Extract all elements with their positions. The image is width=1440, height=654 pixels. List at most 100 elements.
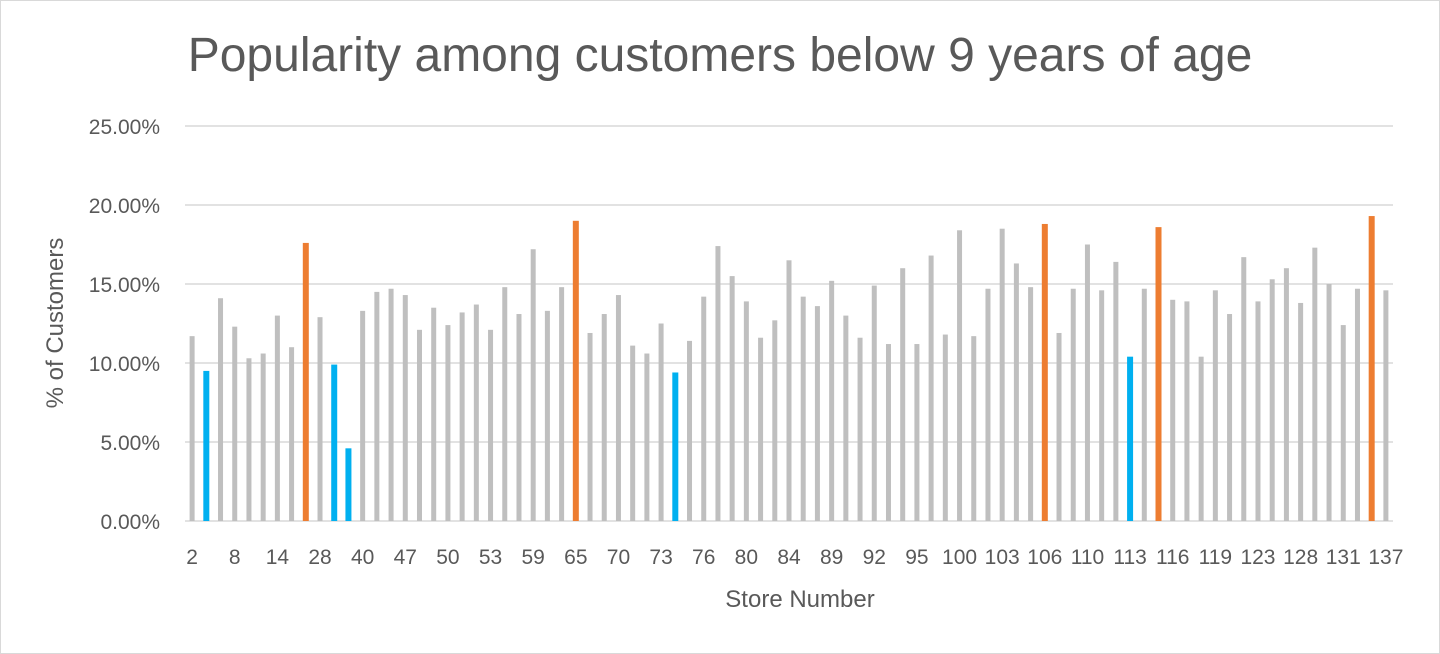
x-tick-label: 95 [905,546,928,569]
bar [971,336,977,521]
bar [445,325,451,521]
bar [658,323,664,521]
bar [1141,288,1147,521]
bar [246,358,252,521]
y-tick-label: 10.00% [89,353,160,376]
bar [942,334,948,521]
y-tick-label: 5.00% [100,432,160,455]
bar [388,288,394,521]
bar [957,230,963,521]
bar [1383,290,1389,521]
bar [317,317,323,521]
y-tick-label: 25.00% [89,116,160,139]
bar [687,340,693,521]
bar [1269,279,1275,521]
bar [1340,325,1346,521]
bar [459,312,465,521]
x-tick-label: 103 [985,546,1020,569]
bar [914,344,920,521]
bar [516,314,522,521]
x-tick-label: 100 [942,546,977,569]
bar [274,315,280,521]
bar [360,310,366,521]
bar [345,448,352,521]
bar [488,329,494,521]
bar [1227,314,1233,521]
bar [985,288,991,521]
bar [772,320,778,521]
y-tick-label: 15.00% [89,274,160,297]
bar [715,246,721,521]
bars [189,216,1389,522]
bar [999,228,1005,521]
x-tick-label: 47 [394,546,417,569]
x-tick-label: 8 [229,546,241,569]
x-tick-label: 110 [1071,546,1104,569]
bar [1056,332,1062,521]
bar [587,332,593,521]
x-tick-label: 80 [735,546,758,569]
bar [530,249,536,522]
bar [1368,216,1375,521]
bar [615,295,621,521]
x-tick-label: 14 [266,546,290,569]
bar [857,337,863,521]
bar [431,307,437,521]
x-tick-labels: 2 8 14 28 40 47 50 53 59 65 70 73 76 80 84 89 92 95 100 103… [186,546,1403,569]
bar [473,304,479,521]
bar [1326,284,1332,521]
bar [1013,263,1019,521]
bar [1113,261,1119,521]
bar [402,295,408,521]
x-tick-label: 113 [1113,546,1146,569]
bar [601,314,607,521]
bar [189,336,195,521]
bar [1198,356,1204,521]
bar [729,276,735,521]
y-tick-labels: 0.00% 5.00% 10.00% 15.00% 20.00% 25.00% [89,116,160,534]
x-tick-label: 106 [1027,546,1062,569]
bar [829,280,835,521]
bar [331,364,338,521]
bar [1170,299,1176,521]
bar [1127,356,1134,521]
bar [544,310,550,521]
bar [502,287,508,521]
bar [900,268,906,521]
bar [644,353,650,521]
bar [1099,290,1105,521]
x-tick-label: 65 [564,546,587,569]
bar [672,372,679,521]
x-tick-label: 123 [1240,546,1275,569]
bar [203,370,210,521]
y-tick-label: 0.00% [100,511,160,534]
x-tick-label: 128 [1283,546,1318,569]
x-tick-label: 119 [1199,546,1232,569]
y-tick-label: 20.00% [89,195,160,218]
x-tick-label: 73 [649,546,672,569]
bar [1241,257,1247,521]
bar [871,285,877,521]
bar [743,301,749,521]
x-tick-label: 50 [436,546,459,569]
x-tick-label: 84 [777,546,801,569]
bar [814,306,820,521]
bar [1212,290,1218,521]
bar [1028,287,1034,521]
x-tick-label: 28 [308,546,331,569]
bar [885,344,891,521]
bar [1184,301,1190,521]
chart-title: Popularity among customers below 9 years… [187,29,1253,82]
x-tick-label: 116 [1156,546,1189,569]
x-tick-label: 53 [479,546,502,569]
bar [1155,227,1162,521]
x-axis-label: Store Number [725,586,875,613]
bar [1041,223,1048,521]
bar [1283,268,1289,521]
bar [1070,288,1076,521]
bar [630,345,636,521]
bar [758,337,764,521]
x-tick-label: 131 [1326,546,1361,569]
bar [572,220,579,522]
